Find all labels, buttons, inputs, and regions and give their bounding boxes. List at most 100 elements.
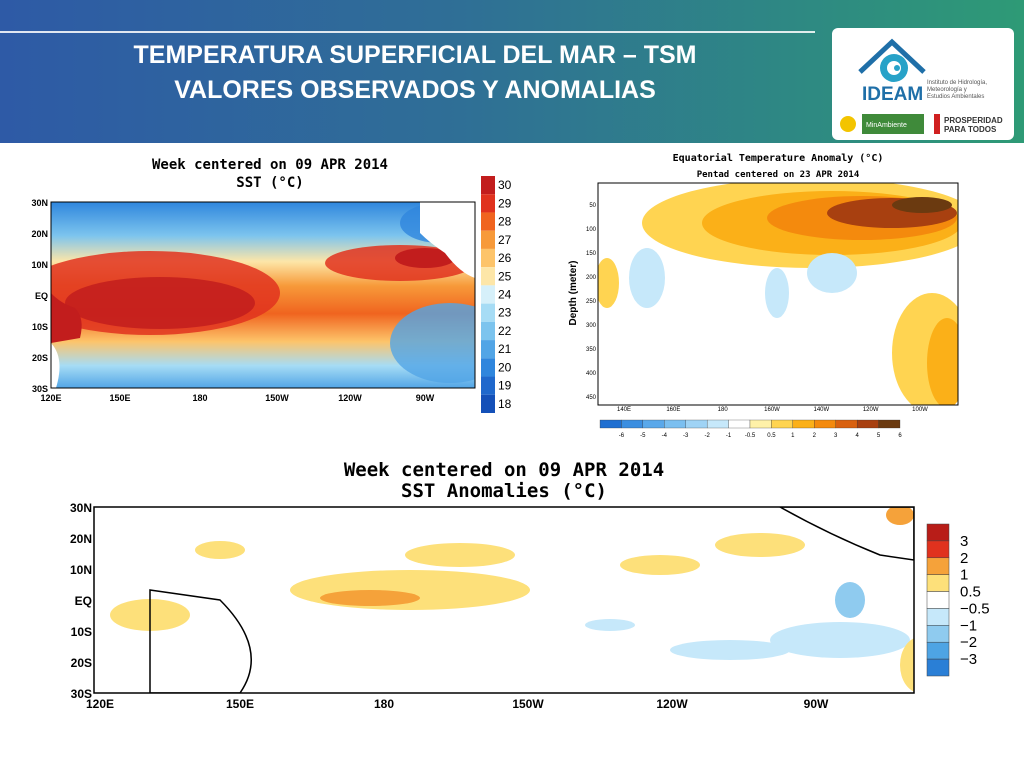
chart2-ylabel: Depth (meter): [568, 260, 579, 325]
chart2-frame: [597, 182, 959, 406]
chart1-map: [51, 202, 475, 388]
chart1-colorbar-swatch: [481, 303, 495, 322]
chart2-x-tick: 160E: [666, 407, 680, 413]
chart1-colorbar-label: 18: [498, 397, 512, 411]
chart3-x-tick: 180: [374, 697, 394, 711]
ideam-logo: IDEAM Instituto de Hidrología, Meteorolo…: [832, 28, 1014, 140]
chart2-colorbar-label: -5: [640, 433, 646, 439]
chart3-y-tick: 20N: [70, 532, 92, 546]
chart3-x-axis: 120E 150E 180 150W 120W 90W: [86, 697, 829, 711]
equatorial-chart: Equatorial Temperature Anomaly (°C) Pent…: [568, 152, 959, 439]
slogan-line-2: PARA TODOS: [944, 125, 997, 134]
chart3-colorbar-label: −0.5: [960, 600, 990, 617]
chart1-y-tick: 10S: [32, 322, 48, 332]
chart3-colorbar-swatch: [926, 557, 950, 575]
chart3-y-tick: 30N: [70, 501, 92, 515]
chart2-colorbar-swatch: [621, 419, 644, 429]
chart3-colorbar-swatch: [926, 625, 950, 643]
chart1-colorbar-swatch: [481, 321, 495, 341]
slide-title: TEMPERATURA SUPERFICIAL DEL MAR – TSM VA…: [60, 38, 770, 108]
chart2-colorbar-label: -0.5: [745, 433, 756, 439]
chart3-colorbar-swatch: [926, 608, 950, 626]
chart1-y-tick: 20S: [32, 353, 48, 363]
chart3-frame: [93, 506, 915, 694]
chart2-colorbar-label: 0.5: [767, 433, 776, 439]
chart3-colorbar-label: 2: [960, 550, 968, 567]
chart1-y-axis: 30N 20N 10N EQ 10S 20S 30S: [31, 198, 48, 394]
chart2-y-tick: 50: [589, 203, 596, 209]
chart2-x-tick: 140E: [617, 407, 631, 413]
chart3-colorbar-swatch: [926, 641, 950, 660]
chart2-colorbar-swatch: [835, 419, 858, 429]
chart3-x-tick: 90W: [804, 697, 829, 711]
chart1-frame: [50, 201, 476, 389]
chart3-x-tick: 120W: [656, 697, 688, 711]
coat-of-arms-icon: [840, 116, 856, 132]
chart3-colorbar-label: −3: [960, 651, 977, 668]
chart2-x-axis: 140E 160E 180 160W 140W 120W 100W: [617, 407, 928, 413]
chart3-colorbar-label: 0.5: [960, 584, 981, 601]
chart3-title: Week centered on 09 APR 2014: [344, 459, 664, 481]
chart3-colorbar-swatch: [926, 591, 950, 609]
sst-anomaly-chart: Week centered on 09 APR 2014 SST Anomali…: [70, 459, 990, 711]
chart1-colorbar-label: 25: [498, 269, 512, 283]
chart2-title: Equatorial Temperature Anomaly (°C): [673, 152, 884, 164]
chart2-colorbar-swatch: [814, 419, 836, 429]
chart1-colorbar-label: 26: [498, 251, 512, 265]
chart2-colorbar: -6 -5 -4 -3 -2 -1 -0.5 0.5 1 2 3 4 5 6: [599, 419, 902, 439]
chart3-x-tick: 150E: [226, 697, 254, 711]
chart1-colorbar-swatch: [481, 285, 495, 304]
logo-subtitle-3: Estudios Ambientales: [927, 94, 984, 100]
chart1-colorbar-swatch: [481, 267, 495, 286]
chart3-colorbar-swatch: [926, 523, 950, 542]
chart2-y-tick: 200: [586, 275, 597, 281]
chart2-y-tick: 250: [586, 299, 597, 305]
chart1-y-tick: 10N: [31, 260, 48, 270]
chart2-y-tick: 400: [586, 371, 597, 377]
chart2-colorbar-label: 5: [877, 433, 881, 439]
chart3-y-tick: EQ: [75, 594, 92, 608]
ministry-name: MinAmbiente: [866, 122, 907, 129]
chart1-colorbar-swatch: [481, 212, 495, 231]
chart1-colorbar-swatch: [481, 358, 495, 377]
chart1-y-tick: EQ: [35, 291, 48, 301]
chart2-colorbar-label: -2: [704, 433, 710, 439]
slide-header: TEMPERATURA SUPERFICIAL DEL MAR – TSM VA…: [0, 0, 1024, 143]
chart1-x-tick: 120E: [40, 393, 61, 403]
chart3-y-tick: 10S: [71, 625, 92, 639]
ministry-badge: [862, 114, 924, 134]
chart2-colorbar-swatch: [749, 419, 772, 429]
sst-chart-panel: Week centered on 09 APR 2014 SST (°C) 30…: [20, 143, 532, 415]
chart3-y-axis: 30N 20N 10N EQ 10S 20S 30S: [70, 501, 92, 701]
chart3-subtitle: SST Anomalies (°C): [401, 480, 607, 502]
equatorial-chart-panel: Equatorial Temperature Anomaly (°C) Pent…: [562, 143, 962, 440]
chart2-y-tick: 350: [586, 347, 597, 353]
chart2-colorbar-label: -6: [619, 433, 625, 439]
chart3-colorbar-swatch: [926, 574, 950, 592]
chart1-x-tick: 120W: [338, 393, 362, 403]
sst-chart: Week centered on 09 APR 2014 SST (°C) 30…: [31, 157, 512, 413]
chart1-colorbar-label: 23: [498, 306, 512, 320]
chart1-y-tick: 30S: [32, 384, 48, 394]
chart2-y-tick: 450: [586, 395, 597, 401]
chart2-x-tick: 160W: [764, 407, 780, 413]
chart3-colorbar-label: −2: [960, 634, 977, 651]
chart1-colorbar-label: 27: [498, 233, 512, 247]
chart1-colorbar-label: 19: [498, 379, 512, 393]
chart2-colorbar-label: 1: [791, 433, 795, 439]
chart1-y-tick: 30N: [31, 198, 48, 208]
chart3-colorbar-swatch: [926, 658, 950, 677]
chart2-colorbar-swatch: [664, 419, 686, 429]
chart2-colorbar-swatch: [706, 419, 729, 429]
chart2-colorbar-swatch: [685, 419, 708, 429]
chart1-colorbar-swatch: [481, 194, 495, 213]
chart2-plot: [598, 183, 958, 405]
chart3-map: [94, 507, 914, 693]
chart3-x-tick: 120E: [86, 697, 114, 711]
chart2-colorbar-swatch: [599, 419, 622, 429]
chart2-y-tick: 300: [586, 323, 597, 329]
chart1-y-tick: 20N: [31, 229, 48, 239]
chart2-colorbar-label: 3: [834, 433, 838, 439]
chart2-colorbar-swatch: [728, 419, 751, 429]
